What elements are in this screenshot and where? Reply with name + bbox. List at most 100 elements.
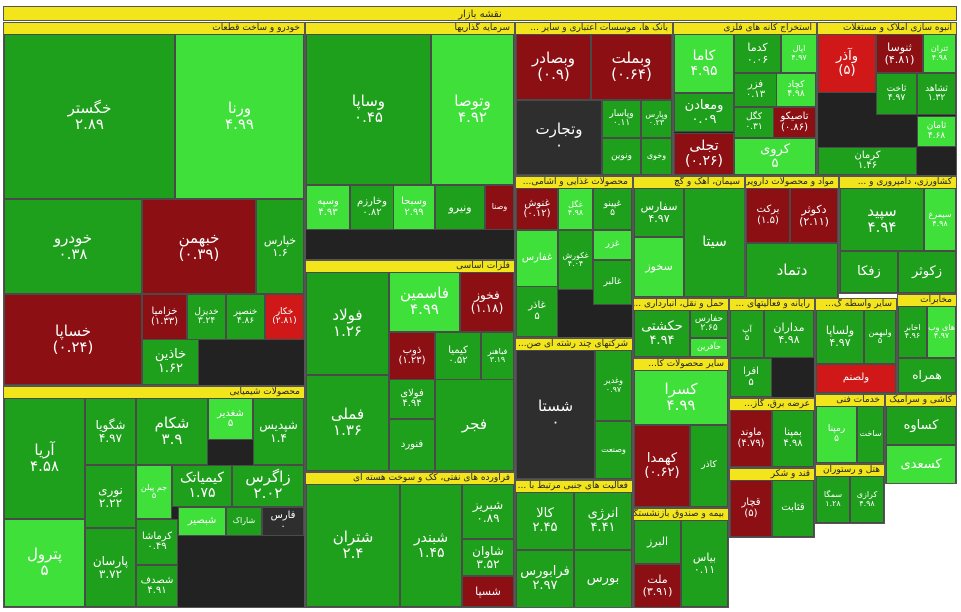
stock-tile[interactable]: فولای ۴.۹۴ xyxy=(389,379,435,419)
stock-tile[interactable]: ولبهمن ۵ xyxy=(864,310,896,364)
stock-tile[interactable]: شاراک xyxy=(226,507,262,536)
stock-tile[interactable]: فارس ۰ xyxy=(262,507,304,536)
stock-tile[interactable]: سیتا xyxy=(684,188,744,297)
stock-tile[interactable]: شسپا xyxy=(462,576,514,607)
stock-tile[interactable]: کاذر xyxy=(690,425,728,507)
stock-tile[interactable]: سپید ۴.۹۴ xyxy=(840,188,924,251)
stock-tile[interactable]: ساخت xyxy=(857,406,884,463)
stock-tile[interactable]: وسبحا ۲.۹۹ xyxy=(393,185,435,230)
stock-tile[interactable]: فرابورس ۲.۹۷ xyxy=(516,550,574,607)
stock-tile[interactable]: بیاس ۰.۱۱ xyxy=(681,520,728,607)
stock-tile[interactable]: کروی ۵ xyxy=(734,138,816,175)
stock-tile[interactable]: فزر ۰.۱۳ xyxy=(734,73,777,107)
stock-tile[interactable]: خودرو ۰.۳۸ xyxy=(4,199,142,294)
stock-tile[interactable]: کدما ۰.۰۶ xyxy=(734,34,781,73)
stock-tile[interactable]: حآفرین xyxy=(690,338,728,357)
stock-tile[interactable]: خدیزل ۳.۲۴ xyxy=(187,294,226,340)
stock-tile[interactable]: کرمان ۱.۴۶ xyxy=(818,147,917,175)
stock-tile[interactable]: فملی ۱.۳۶ xyxy=(306,375,389,471)
stock-tile[interactable]: فجر xyxy=(435,379,514,471)
stock-tile[interactable]: وصنعت xyxy=(595,421,632,479)
stock-tile[interactable]: غگل ۴.۹۸ xyxy=(558,188,593,230)
stock-tile[interactable]: فخوز (۱.۱۸) xyxy=(460,272,514,332)
stock-tile[interactable]: سمگا ۱.۲۸ xyxy=(816,476,850,523)
stock-tile[interactable]: فباهنر ۳.۱۹ xyxy=(481,332,514,380)
stock-tile[interactable]: بمپنا ۴.۹۸ xyxy=(772,410,814,467)
stock-tile[interactable]: شغدیر ۵ xyxy=(208,398,253,440)
stock-tile[interactable]: غزر xyxy=(593,230,632,260)
stock-tile[interactable]: ذوب (۱.۲۳) xyxy=(389,332,435,380)
stock-tile[interactable]: افرا ۵ xyxy=(730,358,772,397)
stock-tile[interactable]: کهمدا (۰.۶۲) xyxy=(634,425,690,507)
stock-tile[interactable]: وتوصا ۴.۹۲ xyxy=(431,34,514,185)
stock-tile[interactable]: وتجارت ۰ xyxy=(516,100,602,175)
stock-tile[interactable]: دتماد xyxy=(746,243,838,297)
stock-tile[interactable]: شاوان ۳.۵۲ xyxy=(462,539,514,576)
stock-tile[interactable]: قچار (۵) xyxy=(730,480,772,537)
stock-tile[interactable]: ونیرو xyxy=(435,185,485,230)
stock-tile[interactable]: حکشتی ۴.۹۴ xyxy=(634,310,690,357)
stock-tile[interactable]: غپینو ۵ xyxy=(593,188,632,230)
stock-tile[interactable]: سفارس ۴.۹۷ xyxy=(634,188,684,237)
stock-tile[interactable]: شکام ۳.۹ xyxy=(136,398,208,465)
stock-tile[interactable]: وآذر (۵) xyxy=(818,34,876,93)
stock-tile[interactable]: آریا ۴.۵۸ xyxy=(4,398,85,519)
stock-tile[interactable]: کرازی ۴.۹۸ xyxy=(850,476,884,523)
stock-tile[interactable]: همراه xyxy=(898,358,956,393)
stock-tile[interactable]: البرز xyxy=(634,520,681,564)
stock-tile[interactable]: سیمرغ ۴.۹۸ xyxy=(924,188,956,251)
stock-tile[interactable]: وپاسار ۰.۱۱ xyxy=(602,100,641,138)
stock-tile[interactable]: ملت (۳.۹۱) xyxy=(634,564,681,607)
stock-tile[interactable]: غاذر ۵ xyxy=(516,286,558,337)
stock-tile[interactable]: خساپا (۰.۲۴) xyxy=(4,294,142,385)
stock-tile[interactable]: وساپا ۰.۴۵ xyxy=(306,34,431,185)
stock-tile[interactable]: کسعدی xyxy=(886,445,956,483)
stock-tile[interactable]: غنوش (۰.۱۲) xyxy=(516,188,558,230)
stock-tile[interactable]: سخوز xyxy=(634,237,684,297)
stock-tile[interactable]: نوری ۲.۲۲ xyxy=(85,465,136,528)
stock-tile[interactable]: های وب ۴.۹۷ xyxy=(927,306,956,358)
stock-tile[interactable]: حفارس ۲.۶۵ xyxy=(690,310,728,338)
stock-tile[interactable]: غالبر xyxy=(593,260,632,305)
stock-tile[interactable]: برکت (۱.۵) xyxy=(746,188,790,243)
stock-tile[interactable]: وخارزم ۰.۸۲ xyxy=(350,185,394,230)
stock-tile[interactable]: شبندر ۱.۴۵ xyxy=(400,484,462,607)
stock-tile[interactable]: کالا ۲.۴۵ xyxy=(516,492,574,550)
stock-tile[interactable]: خپارس ۱.۶ xyxy=(256,199,304,294)
stock-tile[interactable]: اپال ۴.۹۷ xyxy=(781,34,816,73)
stock-tile[interactable]: خگستر ۲.۸۹ xyxy=(4,34,175,199)
stock-tile[interactable]: ثامان ۴.۶۸ xyxy=(917,116,956,147)
stock-tile[interactable]: کیمیاتک ۱.۷۵ xyxy=(172,465,232,507)
stock-tile[interactable]: شستا ۰ xyxy=(516,350,595,479)
stock-tile[interactable]: جم پیلن ۵ xyxy=(136,465,172,519)
stock-tile[interactable]: خاذین ۱.۶۲ xyxy=(142,339,199,385)
stock-tile[interactable]: آپ ۵ xyxy=(730,310,764,358)
stock-tile[interactable]: وبملت (۰.۶۴) xyxy=(591,34,672,100)
stock-tile[interactable]: خنصیر ۴.۸۶ xyxy=(226,294,265,340)
stock-tile[interactable]: ونوین xyxy=(602,138,641,175)
stock-tile[interactable]: ثشاهد ۱.۳۲ xyxy=(917,73,956,115)
stock-tile[interactable]: رمپنا ۵ xyxy=(816,406,857,463)
stock-tile[interactable]: زاگرس ۲.۰۲ xyxy=(232,465,304,507)
stock-tile[interactable]: فولاد ۱.۲۶ xyxy=(306,272,389,375)
stock-tile[interactable]: پترول ۵ xyxy=(4,519,85,607)
stock-tile[interactable]: پارسان ۳.۷۲ xyxy=(85,528,136,607)
stock-tile[interactable]: ثتران ۴.۹۸ xyxy=(923,34,956,73)
stock-tile[interactable]: وبصادر (۰.۹) xyxy=(516,34,591,100)
stock-tile[interactable]: کچاد ۴.۹۸ xyxy=(776,73,816,107)
stock-tile[interactable]: غکورش ۴.۰۴ xyxy=(558,230,593,290)
stock-tile[interactable]: ولساپا ۴.۹۷ xyxy=(816,310,864,364)
stock-tile[interactable]: زکوثر xyxy=(898,251,956,293)
stock-tile[interactable]: فنورد xyxy=(389,419,435,471)
stock-tile[interactable]: شپدیس ۱.۴ xyxy=(253,398,304,465)
stock-tile[interactable]: انرژی ۴.۴۱ xyxy=(574,492,632,550)
stock-tile[interactable]: ومعادن ۰.۰۹ xyxy=(674,93,734,132)
stock-tile[interactable]: اخابر ۴.۹۶ xyxy=(898,306,927,358)
stock-tile[interactable]: فاسمین ۴.۹۹ xyxy=(389,272,460,332)
stock-tile[interactable]: کگل ۰.۳۱ xyxy=(734,107,774,138)
stock-tile[interactable]: وپارس ۰.۲۳ xyxy=(641,100,672,138)
stock-tile[interactable]: شگویا ۴.۹۷ xyxy=(85,398,136,465)
stock-tile[interactable]: ولصنم xyxy=(816,364,896,393)
stock-tile[interactable]: قثابت xyxy=(772,480,814,537)
stock-tile[interactable]: کاما ۴.۹۵ xyxy=(674,34,734,93)
